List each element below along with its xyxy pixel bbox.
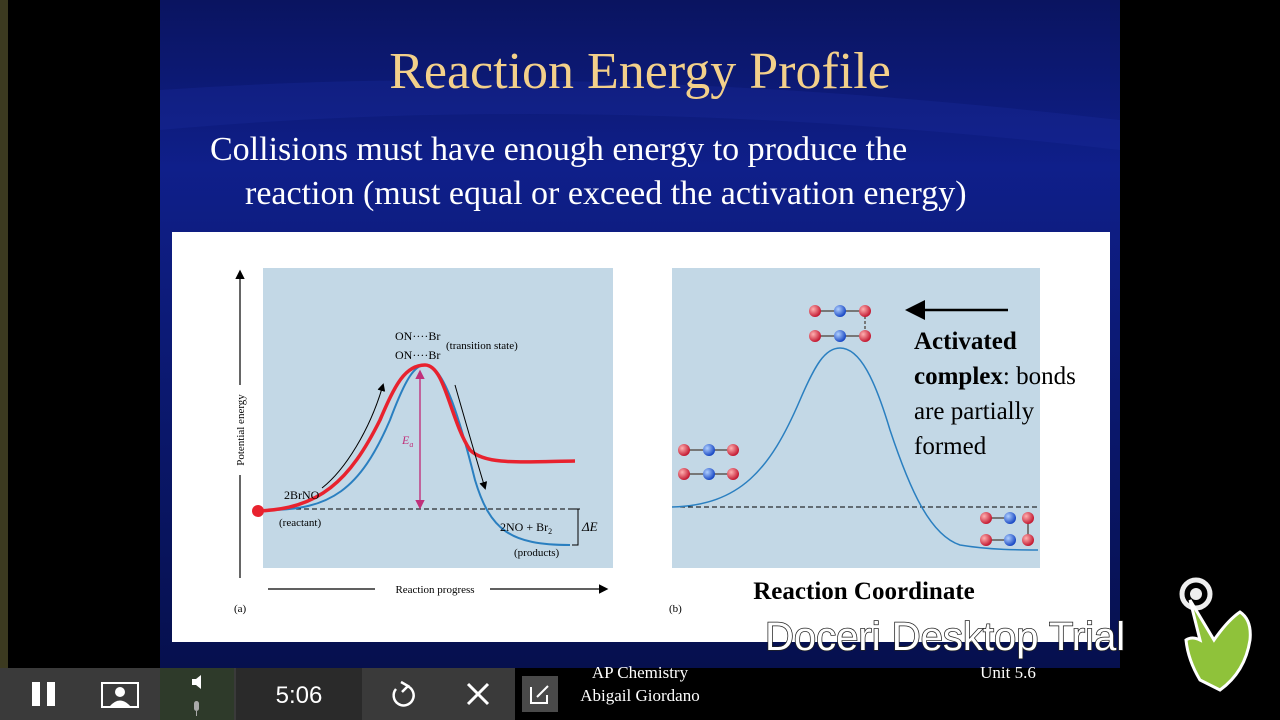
molecules (678, 305, 1034, 546)
edit-icon (530, 685, 549, 704)
close-button[interactable] (466, 682, 490, 706)
products-formula: 2NO + Br2 (500, 520, 552, 536)
panel-label: (b) (669, 603, 682, 615)
annotation-bold: Activated (914, 328, 1017, 355)
annotation-text: are partially (914, 398, 1035, 425)
delta-bracket (572, 508, 579, 546)
annotation-curve (254, 363, 576, 513)
reactant-note: (reactant) (279, 517, 321, 529)
plot-area (672, 268, 1040, 568)
ea-label: Ea (401, 433, 413, 449)
ea-symbol: E (401, 433, 410, 447)
arrow (321, 383, 386, 489)
speaker-button[interactable] (192, 675, 201, 689)
transition-formula: ON····Br (395, 329, 440, 343)
reset-button[interactable] (392, 680, 415, 707)
time-panel (236, 668, 362, 720)
annotation-dot (252, 505, 264, 517)
doceri-logo (1179, 577, 1252, 692)
reactant-formula: 2BrNO (284, 488, 320, 502)
body-line: reaction (must equal or exceed the activ… (245, 175, 967, 212)
transition-formula: ON····Br (395, 348, 440, 362)
annotation-text: formed (914, 433, 987, 460)
delta-e-label: ΔE (581, 519, 598, 534)
watermark: Doceri Desktop Trial (765, 615, 1125, 659)
pause-button[interactable] (32, 682, 55, 706)
label-bg (375, 580, 490, 596)
annotation-bold: complex (914, 363, 1003, 390)
footer-course: AP Chemistry (592, 663, 689, 682)
recording-time: 5:06 (276, 682, 323, 709)
arrow (454, 384, 488, 490)
products-text: 2NO + Br (500, 520, 548, 534)
window-edge (0, 0, 8, 668)
x-axis-label: Reaction progress (395, 584, 474, 596)
annotation-text: : bonds (1003, 363, 1076, 390)
slide-swoosh (160, 80, 1120, 150)
ea-subscript: a (409, 440, 413, 449)
footer-unit: Unit 5.6 (980, 663, 1036, 682)
slide-title: Reaction Energy Profile (389, 43, 891, 100)
annotation-line: complex: bonds (914, 363, 1076, 390)
y-axis-label: Potential energy (235, 394, 247, 466)
energy-curve (671, 347, 1039, 551)
panel-label: (a) (234, 603, 247, 615)
footer-author: Abigail Giordano (580, 686, 699, 705)
transition-note: (transition state) (446, 340, 518, 352)
products-subscript: 2 (548, 527, 552, 536)
body-line: Collisions must have enough energy to pr… (210, 131, 907, 168)
label-bg (232, 385, 248, 475)
mic-button[interactable] (194, 701, 199, 716)
plot-area (263, 268, 613, 568)
camera-button[interactable] (101, 682, 139, 708)
products-note: (products) (514, 547, 560, 559)
figure-caption: Reaction Coordinate (753, 578, 975, 605)
